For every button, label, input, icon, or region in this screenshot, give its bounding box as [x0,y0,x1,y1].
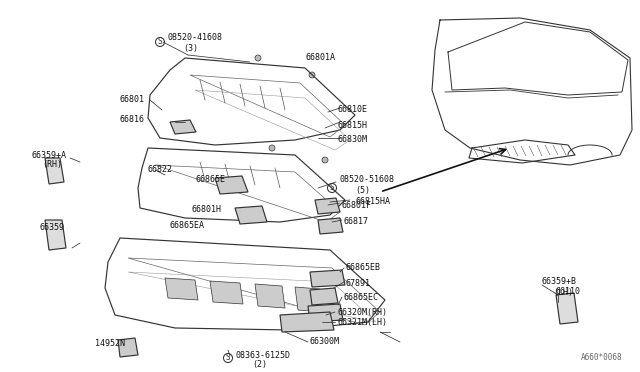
Polygon shape [210,281,243,304]
Text: 66815H: 66815H [338,121,368,129]
Text: (RH): (RH) [42,160,62,170]
Text: 66865E: 66865E [195,176,225,185]
Text: 66801F: 66801F [342,201,372,209]
Text: 66815HA: 66815HA [355,198,390,206]
Text: 66810E: 66810E [338,106,368,115]
Polygon shape [255,284,285,308]
Circle shape [309,72,315,78]
Polygon shape [310,288,338,305]
Text: 66801: 66801 [120,96,145,105]
Text: 66320M(RH): 66320M(RH) [338,308,388,317]
Text: (5): (5) [355,186,370,195]
Polygon shape [215,176,248,194]
Text: (3): (3) [183,44,198,52]
Text: 67891: 67891 [346,279,371,288]
Text: S: S [157,38,163,46]
Polygon shape [45,220,66,250]
Text: 66110: 66110 [556,288,581,296]
Polygon shape [45,158,64,184]
Text: 66359+A: 66359+A [32,151,67,160]
Text: 08520-51608: 08520-51608 [340,176,395,185]
Polygon shape [315,198,340,214]
Text: 66321M(LH): 66321M(LH) [338,317,388,327]
Polygon shape [295,287,323,312]
Polygon shape [318,218,343,234]
Text: 66300M: 66300M [310,337,340,346]
Polygon shape [235,206,267,224]
Text: 66865EB: 66865EB [346,263,381,273]
Text: 66801A: 66801A [305,54,335,62]
Polygon shape [556,293,578,324]
Text: S: S [226,353,230,362]
Polygon shape [118,338,138,357]
Text: 66801H: 66801H [192,205,222,215]
Text: 14952N: 14952N [95,339,125,347]
Polygon shape [170,120,196,134]
Text: (LH): (LH) [553,288,573,296]
Text: A660*0068: A660*0068 [580,353,622,362]
Text: (2): (2) [252,360,267,369]
Text: 66822: 66822 [148,166,173,174]
Text: 66830M: 66830M [338,135,368,144]
Text: 66817: 66817 [344,218,369,227]
Text: 66816: 66816 [120,115,145,125]
Text: S: S [330,183,334,192]
Polygon shape [308,304,343,322]
Text: 66865EA: 66865EA [170,221,205,230]
Text: 66865EC: 66865EC [344,294,379,302]
Polygon shape [280,312,334,332]
Text: 08363-6125D: 08363-6125D [236,350,291,359]
Polygon shape [310,270,345,287]
Circle shape [322,157,328,163]
Text: 08520-41608: 08520-41608 [168,33,223,42]
Circle shape [255,55,261,61]
Polygon shape [165,278,198,300]
Text: 66359: 66359 [40,224,65,232]
Text: 66359+B: 66359+B [542,278,577,286]
Circle shape [269,145,275,151]
